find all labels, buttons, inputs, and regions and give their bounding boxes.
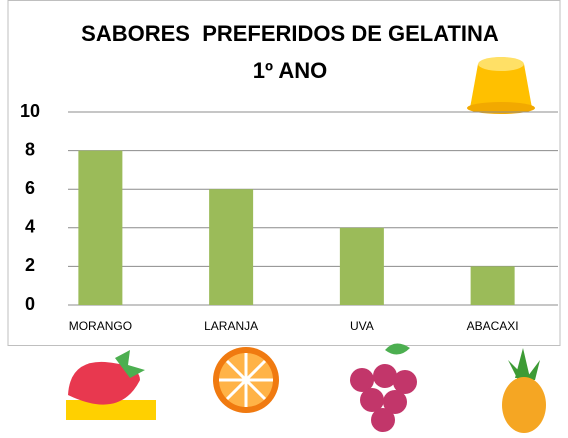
chart-title: SABORES PREFERIDOS DE GELATINA xyxy=(81,21,499,46)
x-tick-label: ABACAXI xyxy=(467,319,519,333)
page: SABORES PREFERIDOS DE GELATINA 1º ANO 0 2… xyxy=(0,0,568,433)
y-tick-label: 0 xyxy=(25,294,35,314)
chart-subtitle: 1º ANO xyxy=(253,58,327,83)
pineapple-icon xyxy=(502,348,546,433)
y-tick-label: 6 xyxy=(25,178,35,198)
bar xyxy=(340,228,384,305)
bar xyxy=(471,266,515,305)
y-tick-label: 10 xyxy=(20,101,40,121)
x-tick-label: UVA xyxy=(350,319,374,333)
bar xyxy=(209,189,253,305)
bar xyxy=(78,151,122,305)
y-tick-label: 4 xyxy=(25,217,35,237)
y-tick-label: 2 xyxy=(25,255,35,275)
chart: SABORES PREFERIDOS DE GELATINA 1º ANO 0 2… xyxy=(0,0,568,433)
x-tick-label: MORANGO xyxy=(69,319,132,333)
x-tick-label: LARANJA xyxy=(204,319,258,333)
orange-icon xyxy=(213,347,279,413)
strawberry-icon xyxy=(66,350,156,420)
grape-icon xyxy=(350,343,417,432)
y-tick-label: 8 xyxy=(25,139,35,159)
